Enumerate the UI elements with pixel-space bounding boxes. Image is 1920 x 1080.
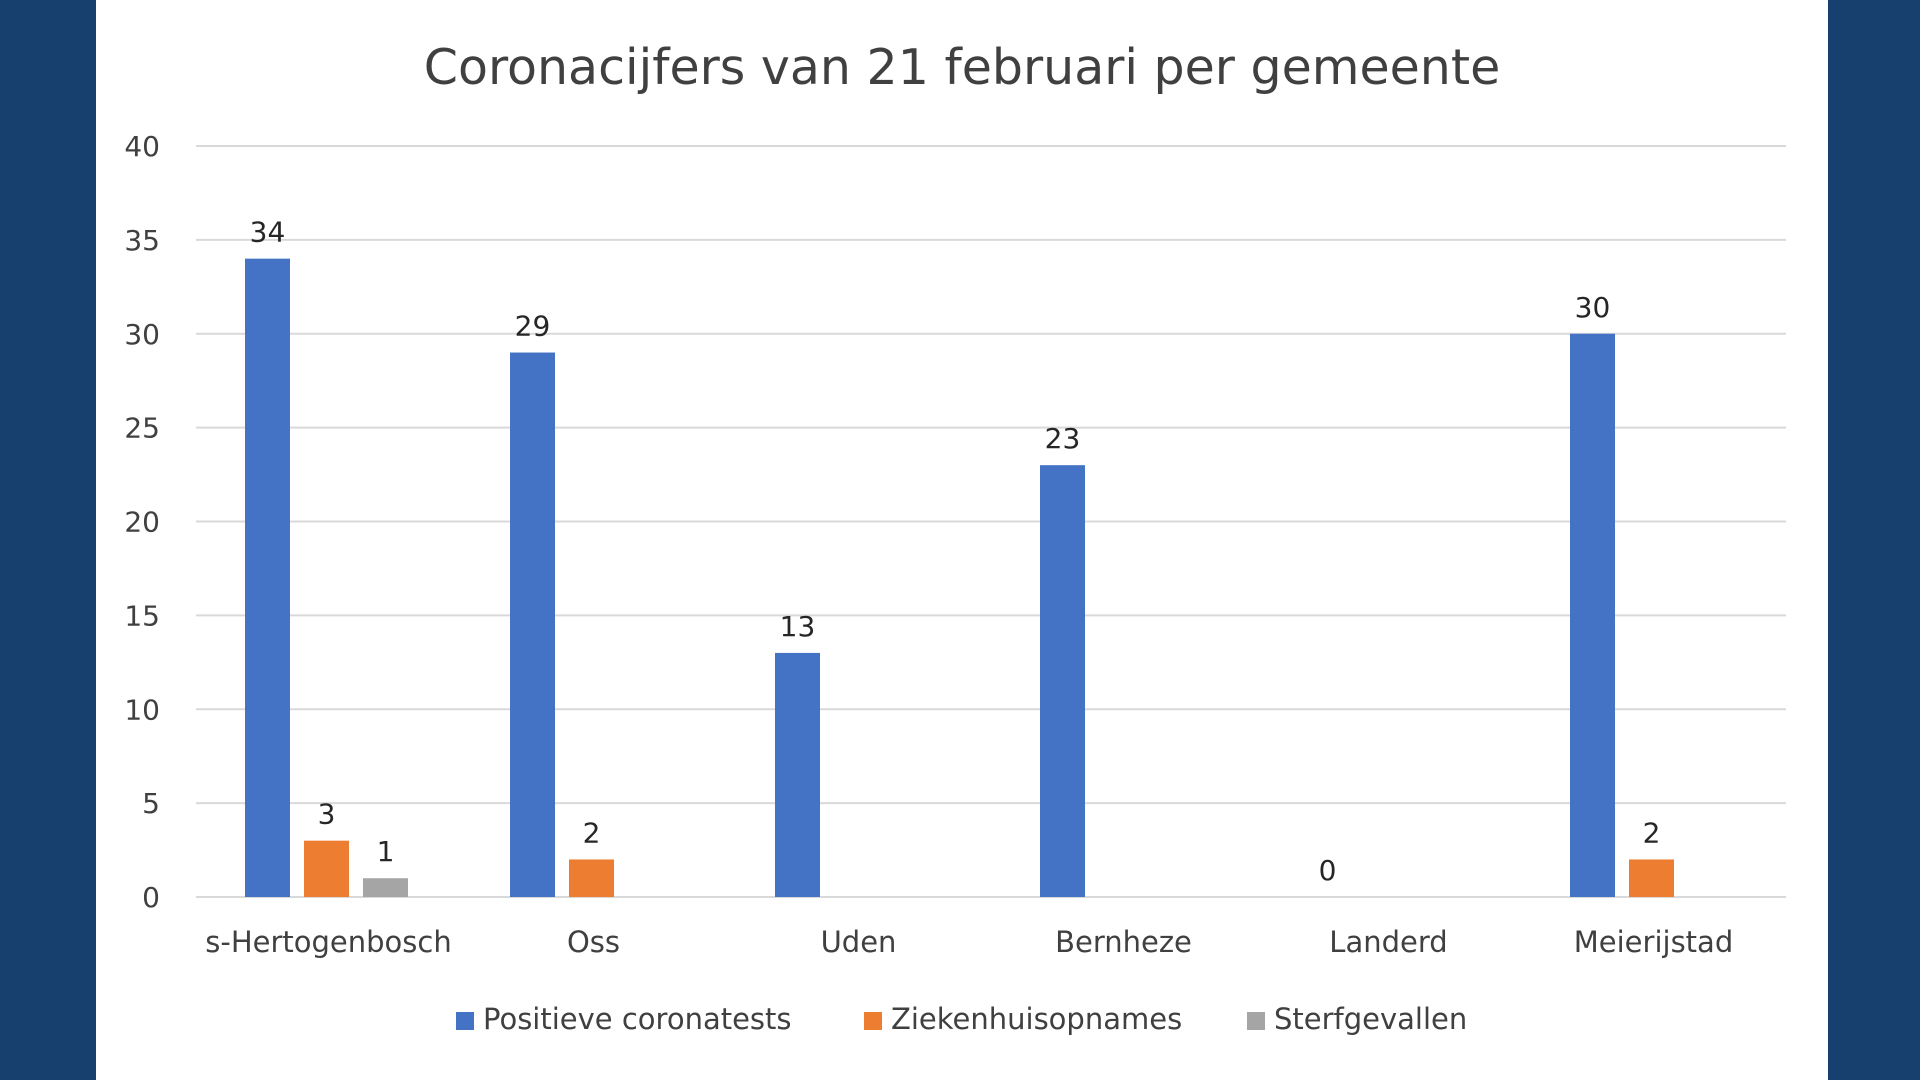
legend-label: Positieve coronatests bbox=[483, 1002, 792, 1036]
x-category-label: Meierijstad bbox=[1574, 925, 1733, 959]
legend: Positieve coronatests Ziekenhuisopnames St… bbox=[456, 1002, 1467, 1036]
data-label: 1 bbox=[377, 835, 395, 868]
y-tick-label: 5 bbox=[142, 787, 160, 820]
y-tick-label: 15 bbox=[124, 599, 160, 632]
bar-Meierijstad-Ziekenhuisopnames bbox=[1629, 859, 1674, 897]
x-category-label: Oss bbox=[567, 925, 620, 959]
x-category-label: Bernheze bbox=[1055, 925, 1192, 959]
y-tick-label: 25 bbox=[124, 412, 160, 445]
y-tick-label: 30 bbox=[124, 318, 160, 351]
data-label: 3 bbox=[318, 798, 336, 831]
y-tick-label: 0 bbox=[142, 881, 160, 914]
x-category-label: Uden bbox=[821, 925, 897, 959]
bar-s-Hertogenbosch-Sterfgevallen bbox=[363, 878, 408, 897]
gridlines bbox=[196, 145, 1786, 898]
chart-card: Coronacijfers van 21 februari per gemeen… bbox=[96, 0, 1828, 1080]
bar-Meierijstad-Positieve coronatests bbox=[1570, 333, 1615, 897]
x-category-label: Landerd bbox=[1329, 925, 1447, 959]
legend-label: Ziekenhuisopnames bbox=[891, 1002, 1182, 1036]
bar-s-Hertogenbosch-Positieve coronatests bbox=[245, 258, 290, 897]
y-tick-label: 35 bbox=[124, 224, 160, 257]
data-label: 23 bbox=[1045, 422, 1081, 455]
legend-swatch bbox=[864, 1012, 882, 1030]
data-label: 2 bbox=[1643, 816, 1661, 849]
bar-Oss-Ziekenhuisopnames bbox=[569, 859, 614, 897]
x-axis-categories: s-Hertogenbosch Oss Uden Bernheze Landerd Mei… bbox=[205, 925, 1733, 959]
legend-swatch bbox=[456, 1012, 474, 1030]
data-label: 30 bbox=[1575, 291, 1611, 324]
legend-swatch bbox=[1247, 1012, 1265, 1030]
bar-s-Hertogenbosch-Ziekenhuisopnames bbox=[304, 840, 349, 897]
bar-Oss-Positieve coronatests bbox=[510, 352, 555, 897]
bar-Bernheze-Positieve coronatests bbox=[1040, 465, 1085, 897]
chart-title: Coronacijfers van 21 februari per gemeen… bbox=[424, 39, 1500, 96]
bars bbox=[245, 258, 1674, 897]
data-labels: 34 3 1 29 2 13 23 0 30 2 bbox=[250, 216, 1661, 887]
data-label: 0 bbox=[1319, 854, 1337, 887]
data-label: 2 bbox=[583, 816, 601, 849]
bar-chart: Coronacijfers van 21 februari per gemeen… bbox=[124, 39, 1786, 1036]
data-label: 34 bbox=[250, 216, 286, 249]
legend-label: Sterfgevallen bbox=[1274, 1002, 1467, 1036]
y-tick-label: 40 bbox=[124, 130, 160, 163]
data-label: 29 bbox=[515, 310, 551, 343]
y-axis-ticks: 0 5 10 15 20 25 30 35 40 bbox=[124, 130, 160, 914]
bar-Uden-Positieve coronatests bbox=[775, 652, 820, 897]
x-category-label: s-Hertogenbosch bbox=[205, 925, 451, 959]
y-tick-label: 20 bbox=[124, 506, 160, 539]
data-label: 13 bbox=[780, 610, 816, 643]
y-tick-label: 10 bbox=[124, 693, 160, 726]
